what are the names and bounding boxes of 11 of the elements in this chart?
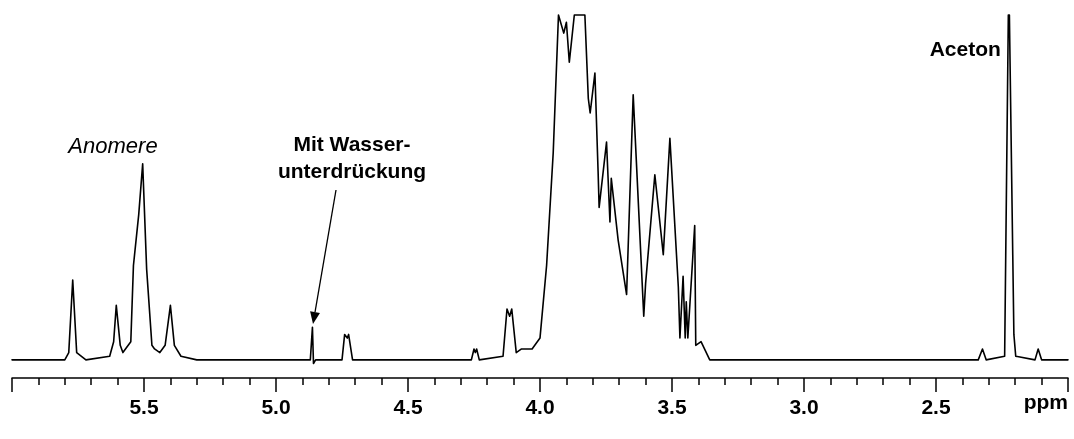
x-tick-label: 3.5 bbox=[657, 395, 687, 418]
annotation: Aceton bbox=[929, 36, 1001, 60]
annotation: Mit Wasser- unterdrückung bbox=[277, 132, 427, 182]
annotation: Anomere bbox=[66, 132, 158, 158]
x-tick-label: 4.0 bbox=[525, 395, 555, 418]
x-tick-label: 5.5 bbox=[129, 395, 159, 418]
x-tick-label: 3.0 bbox=[789, 395, 819, 418]
x-tick-label: 5.0 bbox=[261, 395, 291, 418]
x-tick-label: 4.5 bbox=[393, 395, 423, 418]
x-axis-title: ppm bbox=[1023, 390, 1068, 413]
x-tick-label: 2.5 bbox=[921, 395, 951, 418]
